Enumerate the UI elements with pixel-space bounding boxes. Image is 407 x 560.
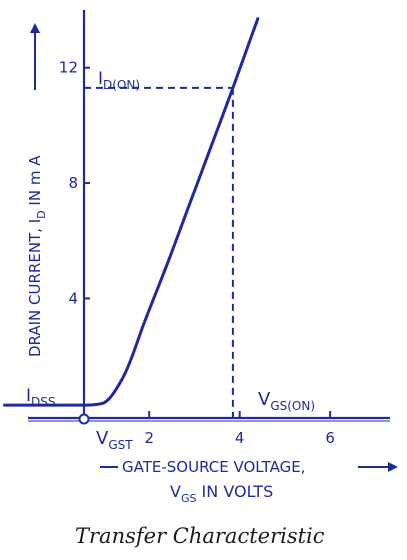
id-on-label: ID(ON) — [98, 69, 140, 92]
x-axis-label-line2: VGS IN VOLTS — [170, 482, 273, 505]
y-axis-label-rest: IN m A — [26, 155, 44, 211]
y-tick-label: 8 — [68, 174, 78, 192]
chart-caption: Transfer Characteristic — [75, 524, 325, 548]
x-tick-label: 6 — [325, 429, 335, 447]
svg-text:DRAIN CURRENT, ID IN m A: DRAIN CURRENT, ID IN m A — [26, 155, 48, 357]
y-tick-label: 12 — [59, 59, 78, 77]
y-axis-label-sub: D — [35, 210, 48, 218]
axes — [28, 10, 390, 425]
y-axis-label: DRAIN CURRENT, ID IN m A — [26, 155, 48, 357]
x-tick-label: 4 — [235, 429, 245, 447]
transfer-curve — [3, 17, 260, 407]
x-axis-label-line1: GATE-SOURCE VOLTAGE, — [122, 458, 305, 476]
vgs-on-label: VGS(ON) — [258, 389, 315, 413]
vgst-label: VGST — [96, 428, 133, 452]
origin-marker — [78, 413, 90, 425]
y-tick-label: 4 — [68, 289, 78, 307]
idss-label: IDSS — [26, 386, 56, 409]
guide-lines — [84, 86, 234, 418]
x-tick-label: 2 — [144, 429, 154, 447]
y-ticks: 4 8 12 — [59, 59, 90, 307]
y-axis-label-main: DRAIN CURRENT, I — [26, 219, 44, 357]
x-ticks: 2 4 6 — [144, 411, 335, 447]
